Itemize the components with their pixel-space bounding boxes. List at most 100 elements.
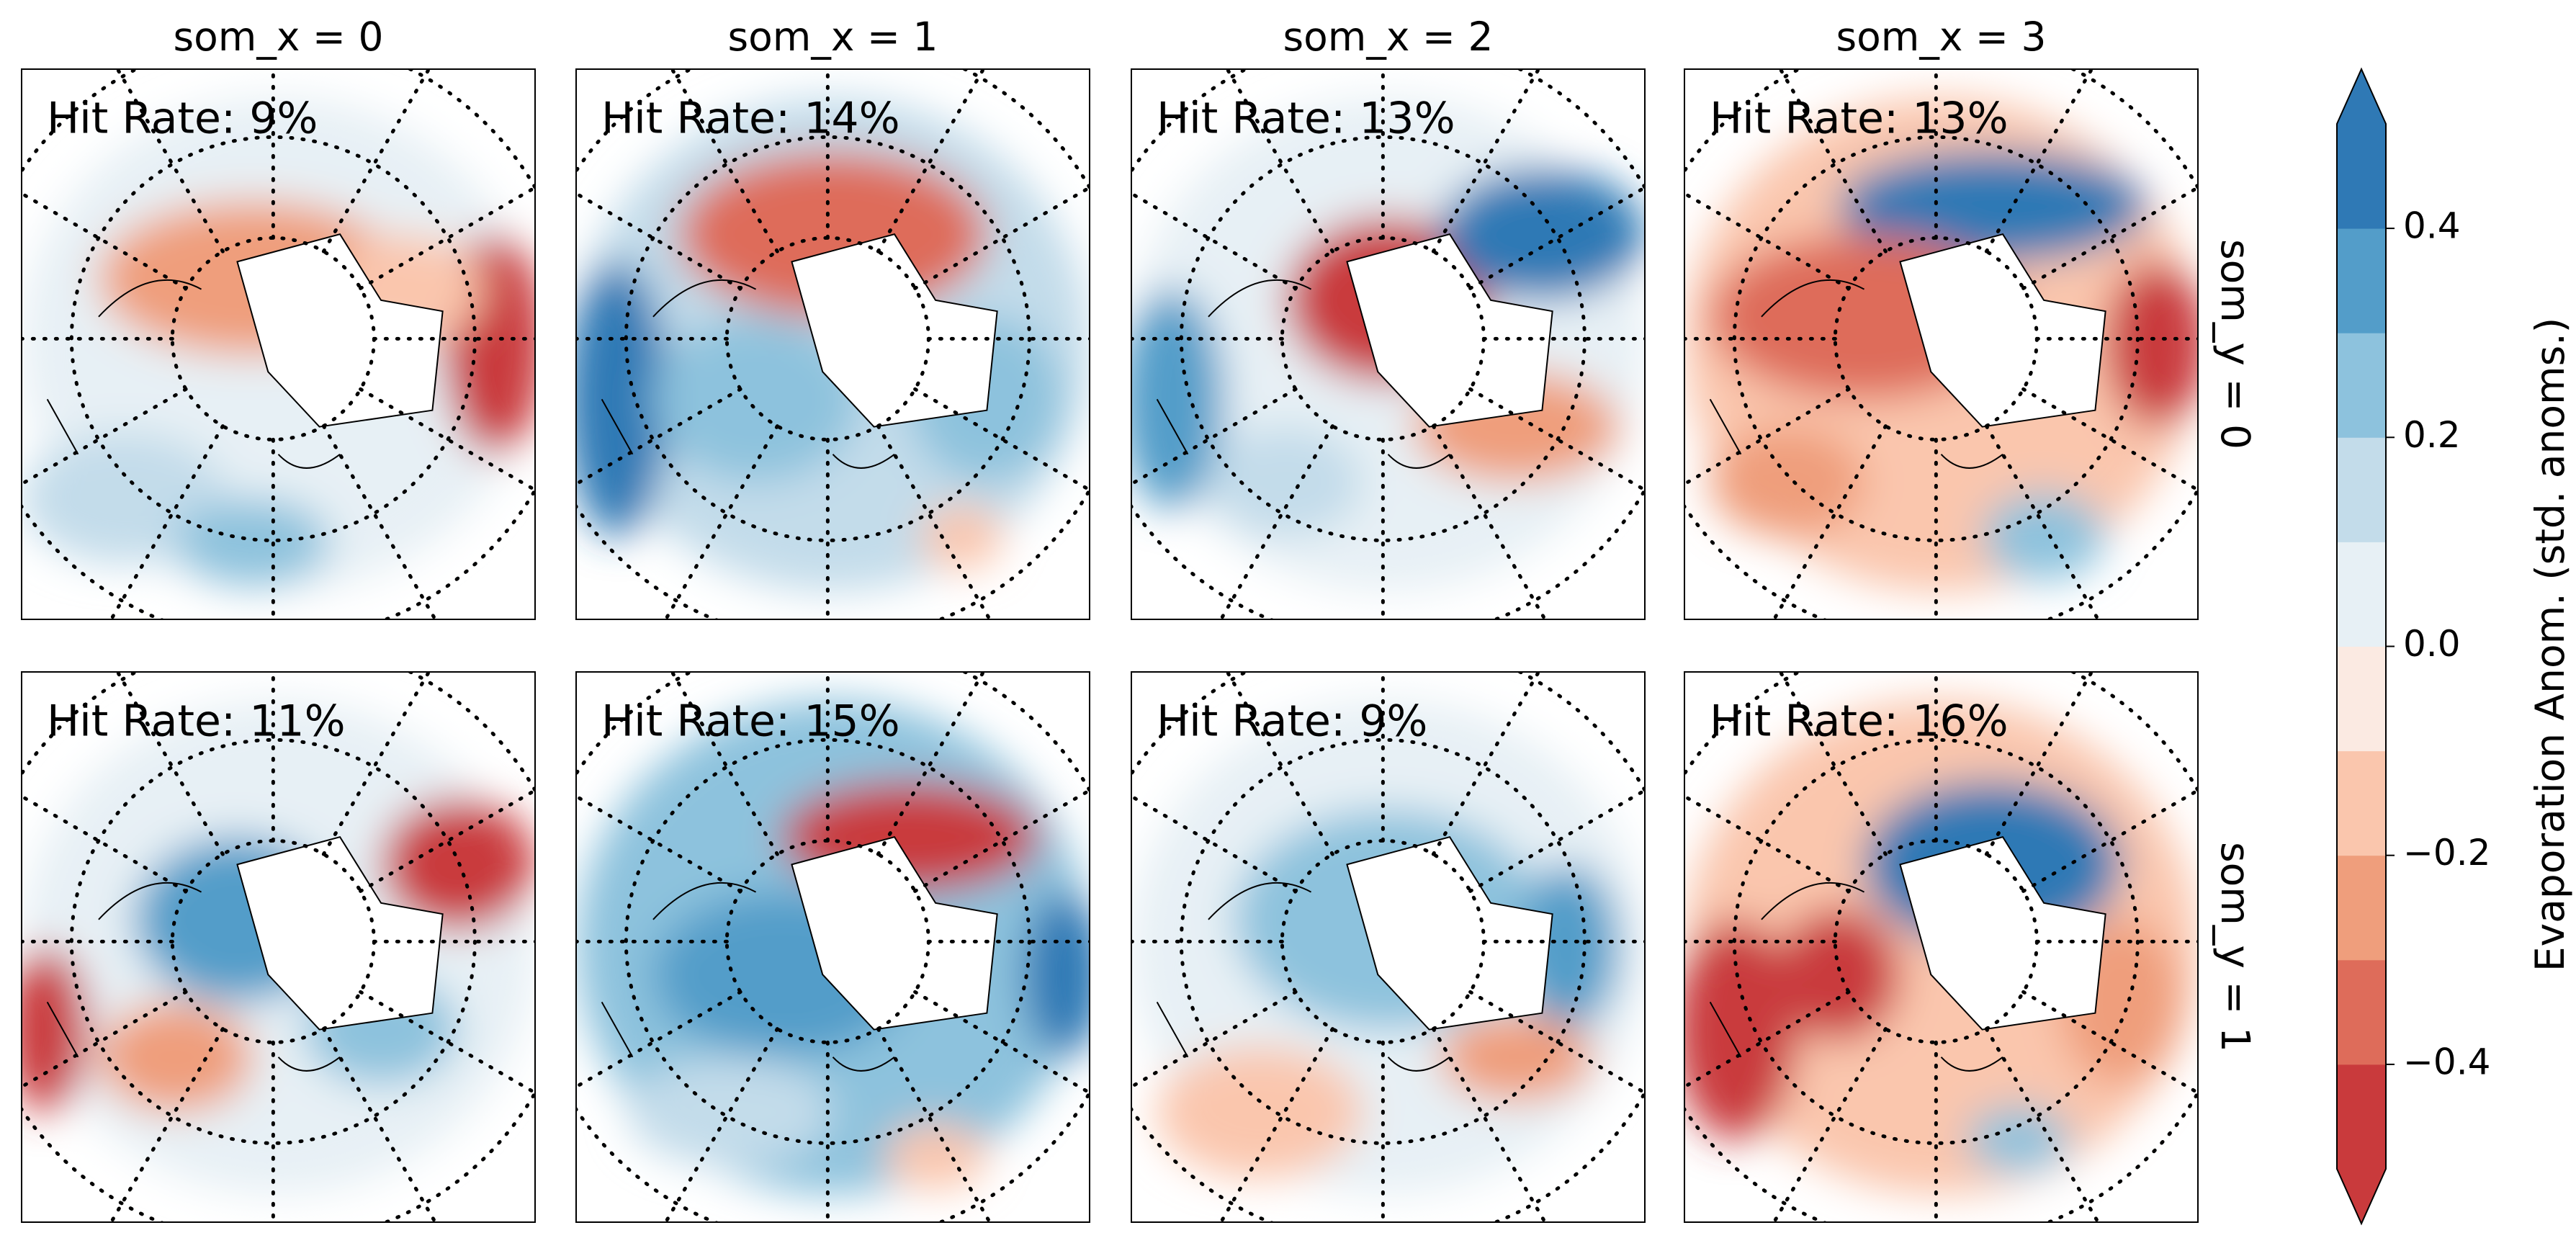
arctic-ocean [791,836,998,1031]
colorbar-label: Evaporation Anom. (std. anoms.) [2527,318,2573,972]
meridian [1431,1027,1548,1222]
meridian [115,69,225,254]
meridian [1468,387,1645,493]
arctic-ocean [1346,233,1553,428]
meridian [1219,1027,1334,1222]
anomaly-blob [1684,919,1798,1140]
map-panel [1684,672,2198,1222]
anomaly-blob [22,947,89,1113]
colorbar-tick-label: 0.2 [2403,414,2461,456]
meridian [876,672,986,856]
meridian [22,990,188,1089]
meridian [109,1027,225,1222]
arctic-ocean [236,836,444,1031]
colorbar-segment [2337,1064,2386,1170]
meridian [663,424,779,619]
meridian [321,69,431,254]
meridian [1225,69,1334,254]
meridian [1225,672,1334,856]
meridian [876,424,992,619]
map-panel [576,69,1090,619]
meridian [1778,672,1888,856]
colorbar-tick-label: 0.0 [2403,623,2461,665]
map-panel [1684,69,2198,619]
meridian [1131,191,1298,290]
meridian [1684,191,1851,290]
meridian [670,69,779,254]
anomaly-blob [1982,493,2106,581]
colorbar-segment [2337,333,2386,438]
coast [1709,882,2003,1072]
latitude-circle [624,737,1031,1145]
meridian [913,387,1090,493]
anomaly-blob [1439,168,1645,300]
meridian [576,794,742,893]
meridian [359,387,535,493]
panel-frame [21,671,536,1223]
meridian [576,387,742,486]
anomaly-blob [1208,426,1363,537]
hit-rate-annotation: Hit Rate: 16% [1710,696,2009,747]
column-title: som_x = 1 [728,14,938,60]
hit-rate-annotation: Hit Rate: 9% [47,94,318,144]
panel-frame [575,671,1090,1223]
anomaly-blob [2105,261,2198,427]
row-title: som_y = 0 [2212,239,2258,449]
panel-frame [1684,68,2199,620]
panel-frame [1131,671,1646,1223]
hit-rate-annotation: Hit Rate: 15% [601,696,900,747]
meridian [22,191,188,290]
meridian [1684,990,1851,1089]
hit-rate-annotation: Hit Rate: 11% [47,696,346,747]
meridian [2021,387,2198,493]
anomaly-blob [1777,908,1900,1041]
meridian [109,424,225,619]
anomaly-blob [1439,1013,1594,1101]
meridian [115,672,225,856]
meridian [1984,1027,2101,1222]
meridian [359,990,535,1095]
latitude-circle [69,135,477,542]
map-panel [22,672,535,1222]
meridian [321,1027,438,1222]
map-panel [1131,69,1645,619]
hit-rate-annotation: Hit Rate: 14% [601,94,900,144]
panel-frame [575,68,1090,620]
anomaly-blob [22,432,228,565]
meridian [1219,424,1334,619]
hit-rate-annotation: Hit Rate: 9% [1157,696,1427,747]
meridian [876,1027,992,1222]
colorbar-segment [2337,959,2386,1065]
map-panel [22,69,535,619]
colorbar-segment [2337,437,2386,542]
column-title: som_x = 2 [1283,14,1494,60]
latitude-circle [69,737,477,1145]
arctic-ocean [236,233,444,428]
meridian [1131,794,1298,893]
meridian [2021,990,2198,1095]
meridian [321,672,431,856]
latitude-circle [1179,737,1587,1145]
meridian [359,788,535,893]
meridian [22,794,188,893]
meridian [1772,424,1888,619]
meridian [663,1027,779,1222]
arctic-ocean [1346,836,1553,1031]
meridian [1468,990,1645,1095]
colorbar-tick-label: −0.2 [2403,832,2490,874]
colorbar-extend-low [2337,1169,2386,1224]
meridian [913,788,1090,893]
colorbar-segment [2337,855,2386,961]
anomaly-blob [1967,1106,2070,1173]
colorbar-segment [2337,228,2386,333]
meridian [2021,788,2198,893]
coast [1156,279,1450,469]
meridian [1984,424,2101,619]
anomaly-blob [884,1123,987,1190]
latitude-circle [624,135,1031,542]
anomaly-blob [1023,892,1090,1057]
meridian [913,990,1090,1095]
meridian [22,387,188,486]
meridian [1431,69,1541,254]
